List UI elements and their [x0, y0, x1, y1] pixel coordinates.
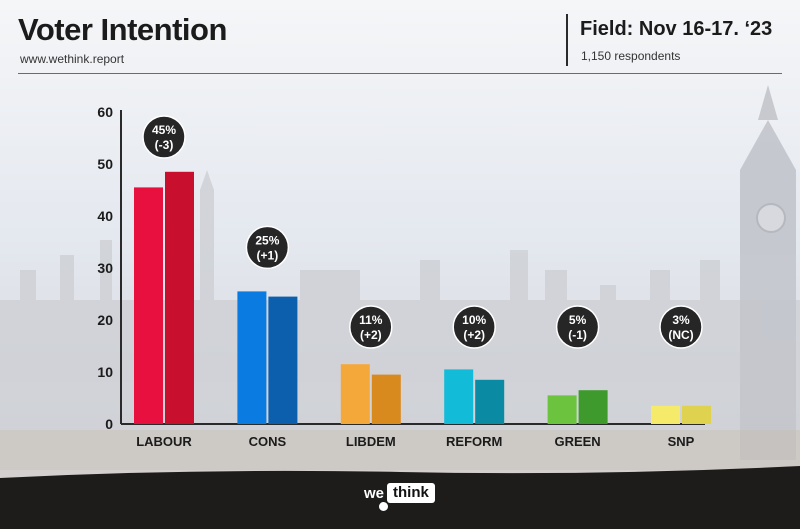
change-badge: [245, 225, 290, 270]
bar: [165, 171, 194, 424]
bar: [134, 187, 163, 424]
y-tick-label: 60: [97, 104, 113, 120]
change-badge: [555, 305, 600, 349]
bar: [651, 405, 680, 424]
badge-change-label: (+1): [257, 248, 279, 262]
source-url: www.wethink.report: [20, 52, 125, 66]
y-tick-label: 30: [97, 260, 113, 276]
x-tick-label: GREEN: [554, 434, 600, 449]
badge-change-label: (-3): [155, 138, 174, 152]
logo-think-text: think: [387, 483, 435, 503]
badge-percent-label: 11%: [359, 313, 383, 327]
badge-change-label: (NC): [668, 328, 693, 342]
bar: [268, 296, 298, 424]
page-title: Voter Intention: [18, 12, 227, 47]
logo-we-text: we: [364, 484, 385, 502]
badge-percent-label: 25%: [255, 233, 279, 247]
field-dates: Field: Nov 16-17. ‘23: [580, 18, 773, 40]
change-badge: [142, 115, 186, 159]
badge-percent-label: 45%: [152, 123, 176, 137]
bar: [371, 374, 401, 424]
change-badge: [452, 305, 496, 349]
badge-change-label: (+2): [360, 328, 382, 342]
change-badge: [349, 305, 393, 349]
x-tick-label: LABOUR: [136, 434, 192, 449]
y-tick-label: 0: [105, 416, 113, 432]
bar: [547, 395, 577, 424]
wethink-logo: we think: [364, 483, 435, 511]
bar: [682, 405, 711, 424]
logo-dot: [379, 502, 388, 511]
header-divider: [566, 14, 568, 66]
badge-percent-label: 3%: [672, 313, 690, 327]
x-tick-label: SNP: [668, 434, 695, 449]
header: Voter Intention www.wethink.report Field…: [0, 0, 800, 80]
badge-change-label: (+2): [463, 328, 485, 342]
badge-change-label: (-1): [568, 328, 587, 342]
x-tick-label: LIBDEM: [346, 434, 396, 449]
header-rule: [18, 73, 782, 74]
badge-percent-label: 10%: [462, 313, 486, 327]
respondent-count: 1,150 respondents: [581, 49, 681, 63]
bar: [237, 291, 267, 424]
y-tick-label: 10: [97, 364, 113, 380]
bar: [340, 364, 370, 424]
x-tick-label: CONS: [249, 434, 287, 449]
bar: [444, 369, 474, 424]
badge-percent-label: 5%: [569, 313, 587, 327]
bar: [578, 390, 608, 424]
y-tick-label: 40: [97, 208, 113, 224]
y-tick-label: 20: [97, 312, 113, 328]
x-tick-label: REFORM: [446, 434, 502, 449]
y-tick-label: 50: [97, 156, 113, 172]
change-badge: [659, 305, 703, 349]
bar: [475, 379, 505, 424]
